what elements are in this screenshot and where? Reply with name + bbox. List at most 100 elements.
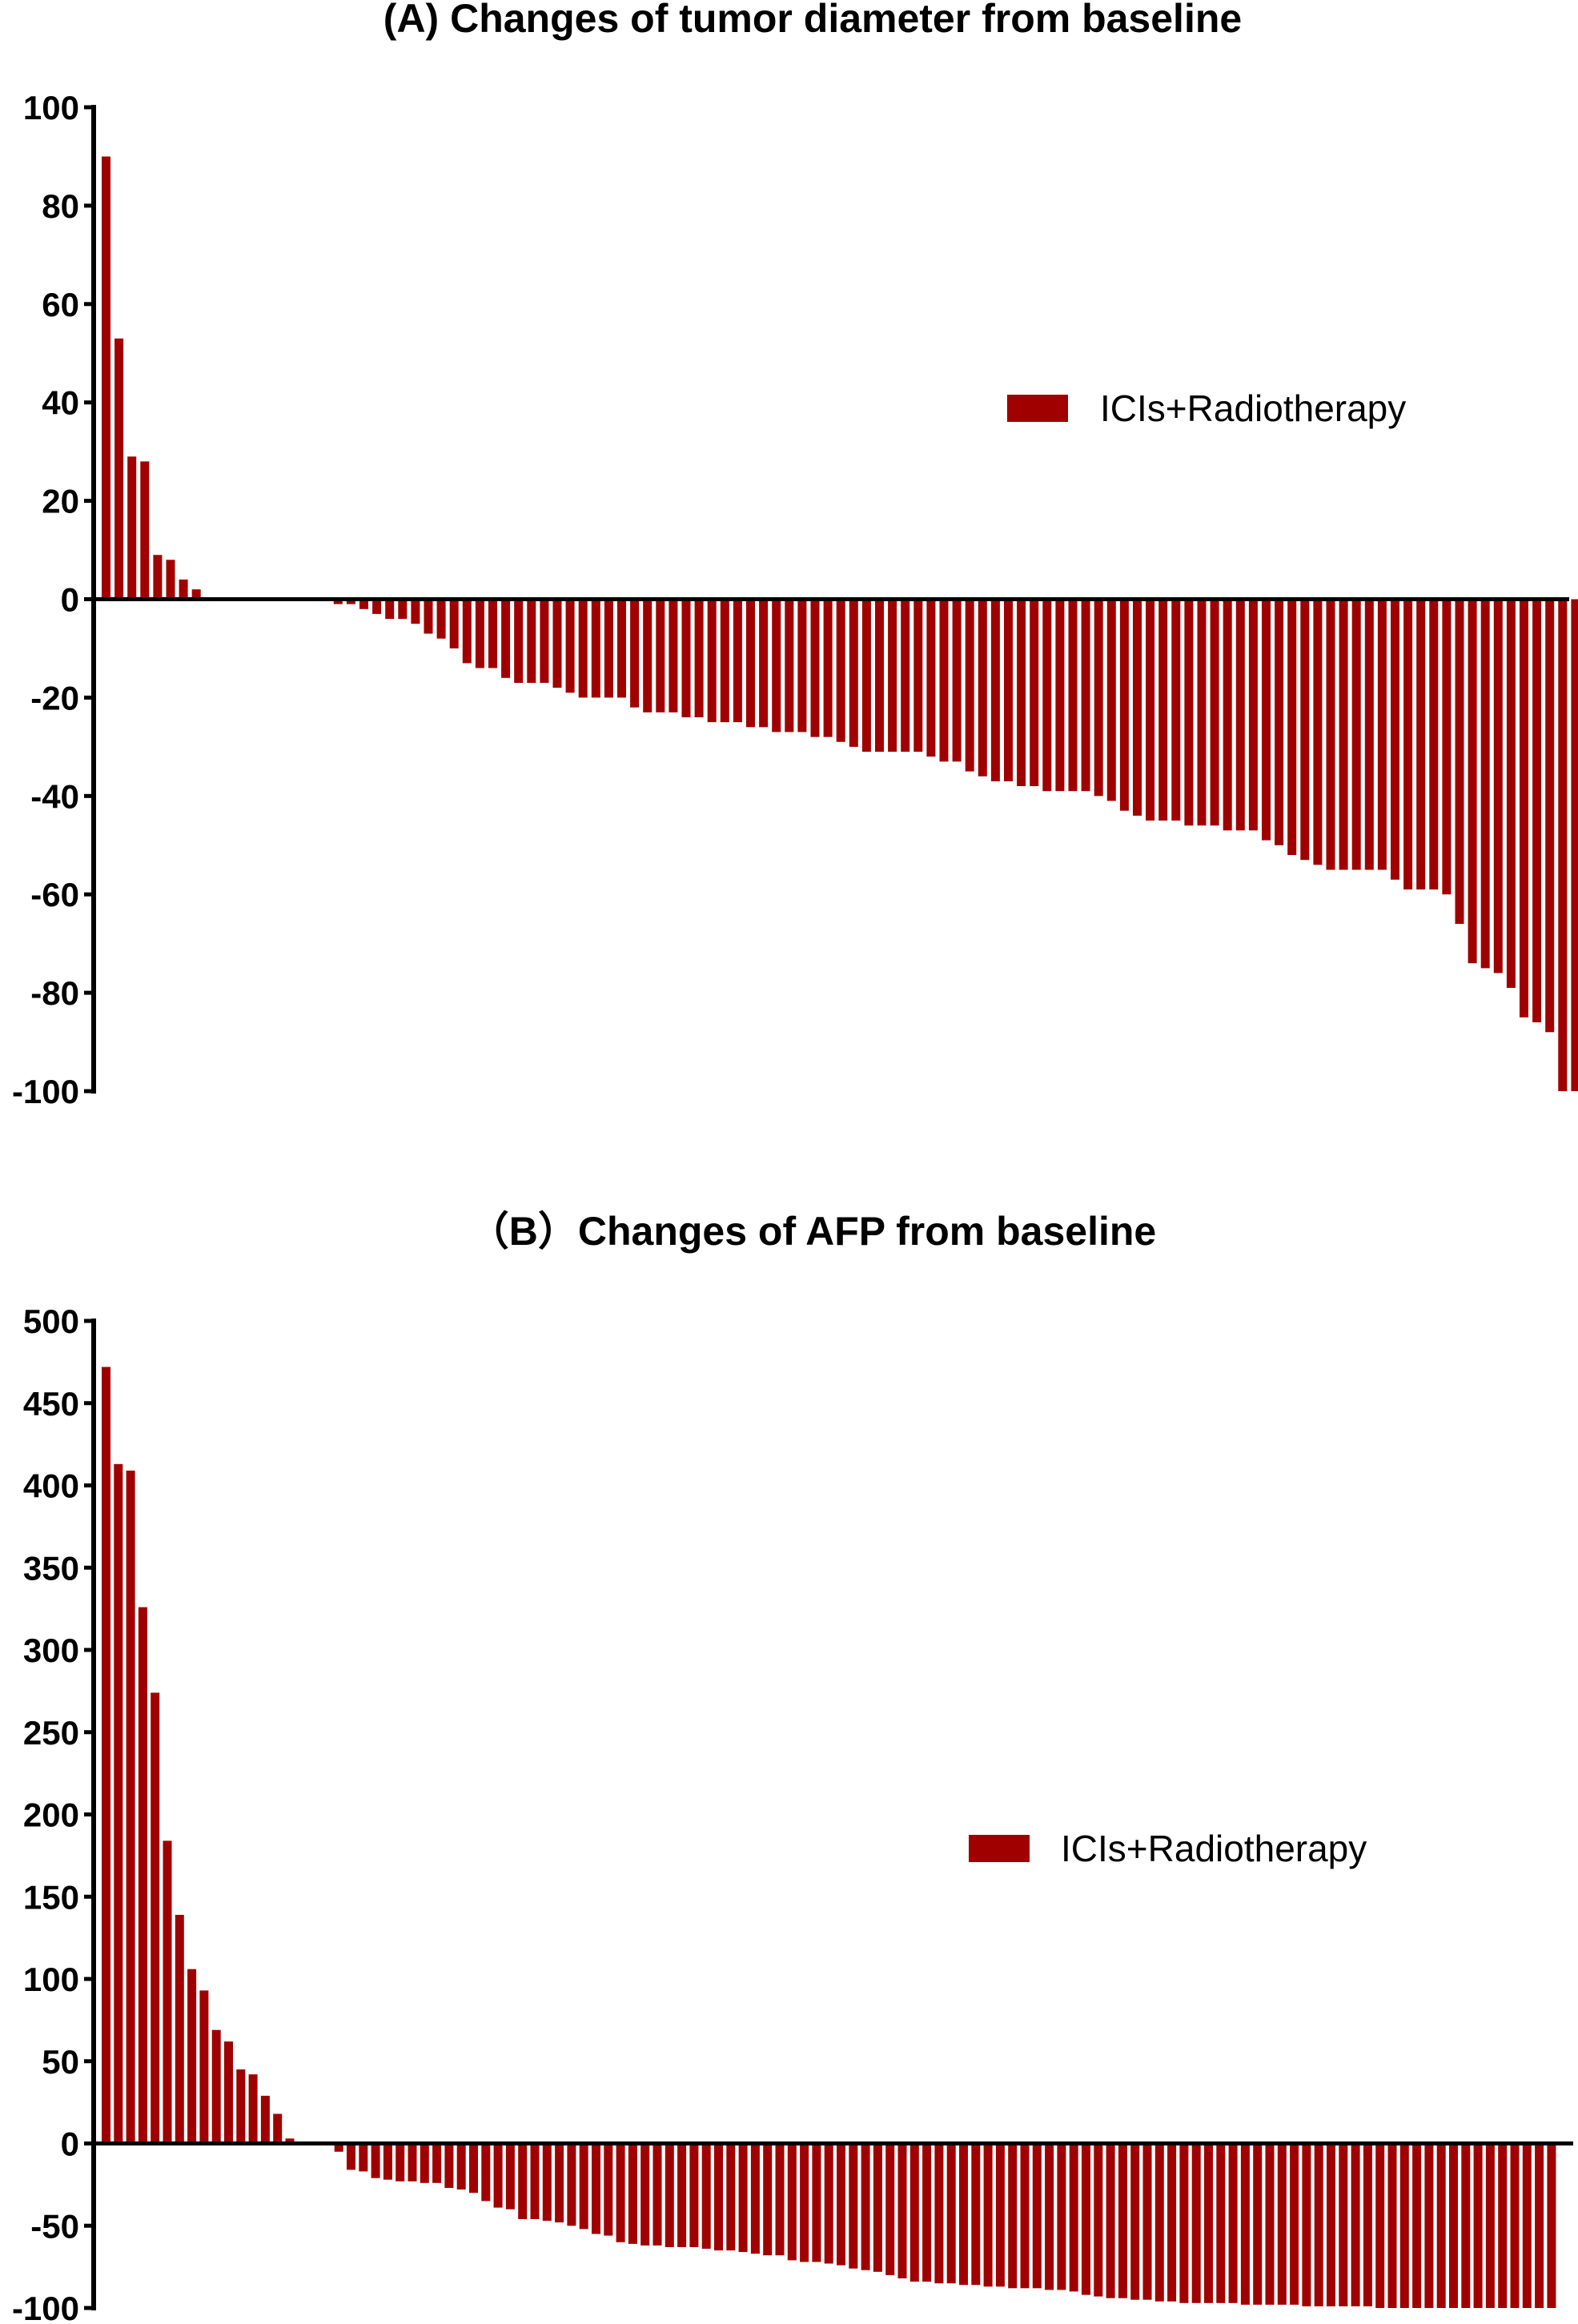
chart-a-bar <box>630 599 640 708</box>
chart-b-bar <box>897 2143 907 2278</box>
chart-a-bar <box>462 599 472 664</box>
chart-a-bar <box>978 599 987 777</box>
chart-b-tick-label: 0 <box>61 2125 79 2163</box>
chart-b-bar <box>909 2143 919 2282</box>
chart-b-bar <box>1216 2143 1226 2303</box>
chart-b-bar <box>505 2143 515 2210</box>
chart-b-bar <box>432 2143 442 2183</box>
chart-b-bar <box>1020 2143 1030 2289</box>
chart-b-bar <box>1535 2143 1544 2308</box>
chart-b-bar <box>1522 2143 1532 2308</box>
chart-b-bar <box>1485 2143 1495 2308</box>
chart-a-bar <box>1506 599 1516 988</box>
chart-b-bar <box>983 2143 993 2287</box>
chart-a-bar <box>1313 599 1323 865</box>
chart-b-tick-label: -50 <box>30 2207 79 2245</box>
chart-b-legend-label: ICIs+Radiotherapy <box>1061 1828 1367 1869</box>
chart-b-legend: ICIs+Radiotherapy <box>969 1828 1367 1869</box>
chart-a-legend: ICIs+Radiotherapy <box>1007 387 1406 429</box>
chart-a-bar <box>191 589 201 600</box>
chart-b-bar <box>175 1914 184 2144</box>
chart-b-bar <box>971 2143 981 2286</box>
chart-b-bar <box>1412 2143 1422 2308</box>
chart-b-tick-label: 200 <box>23 1796 79 1834</box>
chart-b-bar <box>701 2143 711 2249</box>
chart-b-bar <box>334 2143 343 2152</box>
chart-b-bar <box>1314 2143 1323 2306</box>
chart-a-tick-label: 40 <box>42 384 79 422</box>
chart-a: (A) Changes of tumor diameter from basel… <box>12 0 1578 1110</box>
chart-b-bar <box>763 2143 773 2256</box>
chart-b-bar <box>1008 2143 1018 2289</box>
chart-b-bar <box>677 2143 687 2247</box>
chart-a-bars <box>102 156 1578 1091</box>
chart-a-bar <box>604 599 613 698</box>
chart-b-bar <box>946 2143 956 2284</box>
chart-a-bar <box>346 599 355 604</box>
chart-a-tick-label: -40 <box>30 777 79 815</box>
chart-b-tick-label: 300 <box>23 1632 79 1669</box>
chart-a-title: (A) Changes of tumor diameter from basel… <box>383 0 1242 41</box>
chart-b-bar <box>1461 2143 1471 2308</box>
chart-a-bar <box>1262 599 1271 841</box>
chart-b-bar <box>1363 2143 1372 2306</box>
chart-b-bar <box>1118 2143 1127 2298</box>
chart-b-bars <box>102 1367 1556 2308</box>
chart-b-bar <box>726 2143 736 2251</box>
chart-a-bar <box>540 599 549 683</box>
chart-b-bar <box>1191 2143 1201 2303</box>
chart-a-bar <box>102 156 110 600</box>
chart-a-bar <box>1520 599 1528 1018</box>
chart-b-bar <box>812 2143 821 2262</box>
chart-b-bar <box>995 2143 1005 2287</box>
chart-b-bar <box>1045 2143 1054 2290</box>
chart-a-bar <box>153 555 163 600</box>
chart-a-tick-label: -20 <box>30 679 79 716</box>
chart-b-bar <box>530 2143 540 2219</box>
chart-b-bar <box>1387 2143 1397 2308</box>
chart-a-bar <box>1030 599 1039 786</box>
chart-b-bar <box>861 2143 870 2270</box>
chart-a-bar <box>823 599 833 737</box>
chart-a-bar <box>359 599 368 609</box>
chart-a-bar <box>1364 599 1374 870</box>
chart-b-bar <box>481 2143 491 2202</box>
chart-a-bar <box>913 599 923 752</box>
chart-b-bar <box>714 2143 723 2251</box>
chart-b-bar <box>163 1840 172 2144</box>
chart-a-bar <box>1042 599 1052 792</box>
chart-a-bar <box>656 599 665 712</box>
chart-b-bar <box>151 1692 160 2144</box>
chart-b-bar <box>800 2143 809 2262</box>
chart-b-bar <box>493 2143 503 2208</box>
chart-a-bar <box>475 599 484 668</box>
chart-b-bar <box>555 2143 564 2223</box>
chart-a-bar <box>385 599 395 620</box>
chart-a-bar <box>1532 599 1542 1022</box>
chart-a-bar <box>411 599 420 624</box>
chart-b-bar <box>824 2143 833 2264</box>
chart-b-bar <box>456 2143 466 2190</box>
chart-a-bar <box>901 599 910 752</box>
chart-a-bar <box>114 338 124 600</box>
chart-b-bar <box>1057 2143 1066 2290</box>
chart-a-bar <box>810 599 820 737</box>
chart-a-bar <box>372 599 382 614</box>
chart-b-bar <box>260 2095 270 2144</box>
chart-b-bar <box>273 2113 283 2144</box>
chart-a-bar <box>333 599 343 604</box>
chart-b-bar <box>469 2143 478 2194</box>
chart-a-bar <box>1223 599 1232 831</box>
chart-a-bar <box>527 599 536 683</box>
chart-a-bar <box>617 599 626 698</box>
chart-a-bar <box>888 599 897 752</box>
chart-a-bar <box>759 599 769 728</box>
chart-b-bar <box>1240 2143 1250 2305</box>
chart-b-bar <box>396 2143 405 2182</box>
chart-b-bar <box>1339 2143 1348 2306</box>
chart-a-bar <box>1480 599 1490 969</box>
chart-a-bar <box>720 599 729 723</box>
chart-a-bar <box>1300 599 1310 861</box>
chart-b-bar <box>1032 2143 1042 2289</box>
